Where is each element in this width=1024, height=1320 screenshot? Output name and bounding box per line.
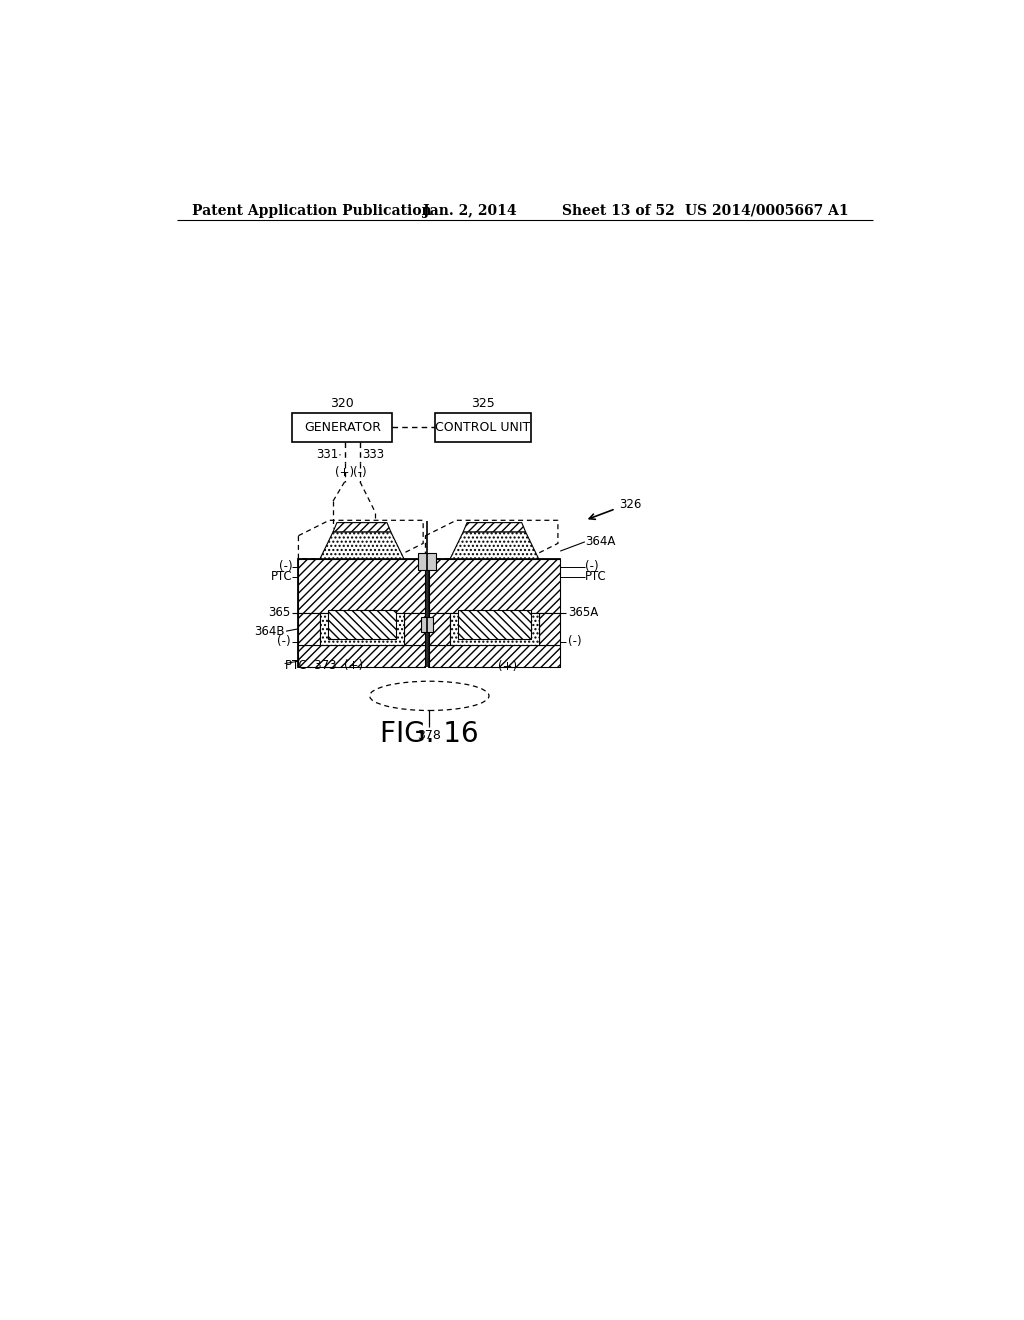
Text: Patent Application Publication: Patent Application Publication — [193, 203, 432, 218]
Bar — [403, 612, 425, 645]
Text: US 2014/0005667 A1: US 2014/0005667 A1 — [685, 203, 849, 218]
Bar — [539, 612, 560, 645]
Text: (+): (+) — [335, 466, 354, 479]
Text: (-): (-) — [568, 635, 582, 648]
Bar — [429, 558, 560, 612]
Text: (+): (+) — [499, 660, 517, 673]
Polygon shape — [319, 532, 403, 558]
Text: 331: 331 — [316, 449, 339, 462]
Text: 364B: 364B — [254, 624, 285, 638]
Text: CONTROL UNIT: CONTROL UNIT — [435, 421, 530, 434]
Polygon shape — [333, 523, 391, 532]
Text: 333: 333 — [362, 449, 384, 462]
Text: 378: 378 — [418, 729, 441, 742]
Text: 320: 320 — [331, 397, 354, 409]
Text: PTC  373  (+): PTC 373 (+) — [285, 659, 362, 672]
Text: PTC: PTC — [270, 570, 292, 583]
Text: 326: 326 — [620, 499, 642, 511]
Bar — [298, 558, 425, 667]
Bar — [298, 558, 425, 612]
Text: 365: 365 — [268, 606, 291, 619]
Text: Sheet 13 of 52: Sheet 13 of 52 — [562, 203, 675, 218]
Bar — [451, 612, 539, 645]
Bar — [418, 553, 436, 570]
Bar — [298, 645, 425, 667]
Bar — [421, 616, 433, 632]
Bar — [319, 612, 403, 645]
Bar — [292, 412, 392, 442]
Bar — [429, 558, 560, 667]
Text: (-): (-) — [278, 635, 291, 648]
Bar — [429, 645, 560, 667]
Bar — [429, 612, 451, 645]
Text: 365A: 365A — [568, 606, 598, 619]
Bar — [328, 610, 396, 639]
Bar — [298, 612, 319, 645]
Polygon shape — [463, 523, 525, 532]
Bar — [458, 610, 531, 639]
Text: (-): (-) — [585, 560, 598, 573]
Polygon shape — [451, 532, 539, 558]
Bar — [435, 412, 531, 442]
Text: 325: 325 — [471, 397, 495, 409]
Text: (-): (-) — [353, 466, 367, 479]
Text: PTC: PTC — [585, 570, 606, 583]
Text: FIG. 16: FIG. 16 — [380, 721, 478, 748]
Text: (-): (-) — [279, 560, 292, 573]
Text: Jan. 2, 2014: Jan. 2, 2014 — [423, 203, 517, 218]
Text: GENERATOR: GENERATOR — [304, 421, 381, 434]
Text: 364A: 364A — [585, 536, 615, 548]
